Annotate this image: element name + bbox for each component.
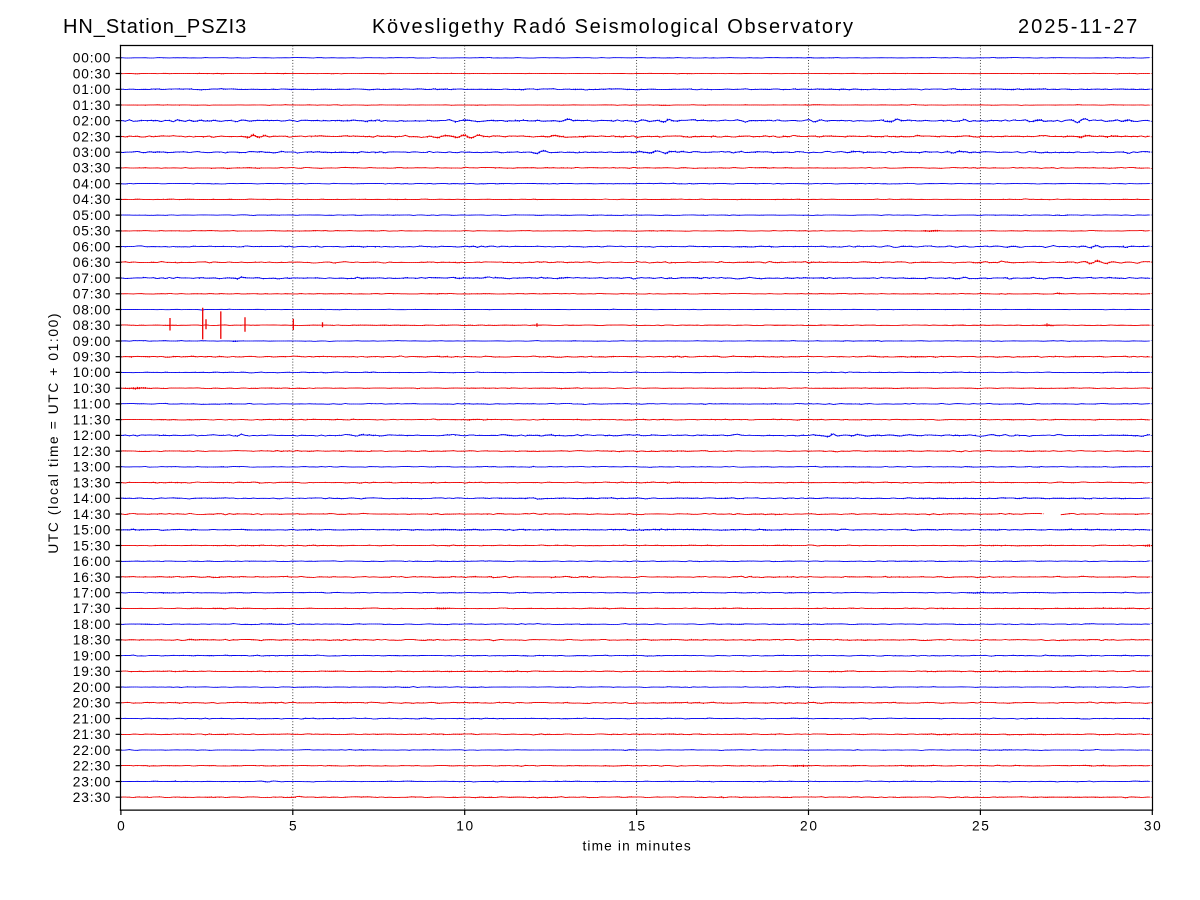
svg-text:03:30: 03:30 xyxy=(73,161,111,176)
svg-text:5: 5 xyxy=(289,819,297,834)
svg-text:0: 0 xyxy=(117,819,125,834)
svg-text:12:30: 12:30 xyxy=(73,444,111,459)
svg-text:00:30: 00:30 xyxy=(73,66,111,81)
svg-text:10: 10 xyxy=(456,819,473,834)
svg-text:06:30: 06:30 xyxy=(73,255,111,270)
svg-text:09:00: 09:00 xyxy=(73,334,111,349)
svg-text:19:30: 19:30 xyxy=(73,664,111,679)
svg-text:25: 25 xyxy=(972,819,989,834)
svg-text:02:30: 02:30 xyxy=(73,129,111,144)
svg-text:05:30: 05:30 xyxy=(73,224,111,239)
svg-text:UTC (local time = UTC + 01:00): UTC (local time = UTC + 01:00) xyxy=(46,314,61,554)
svg-text:04:00: 04:00 xyxy=(73,177,111,192)
svg-text:15:00: 15:00 xyxy=(73,523,111,538)
svg-text:19:00: 19:00 xyxy=(73,648,111,663)
svg-text:17:30: 17:30 xyxy=(73,601,111,616)
svg-text:HN_Station_PSZI3: HN_Station_PSZI3 xyxy=(63,16,246,38)
svg-text:07:00: 07:00 xyxy=(73,271,111,286)
svg-text:15: 15 xyxy=(628,819,645,834)
svg-text:22:00: 22:00 xyxy=(73,743,111,758)
svg-text:20:30: 20:30 xyxy=(73,696,111,711)
svg-text:00:00: 00:00 xyxy=(73,51,111,66)
svg-text:23:30: 23:30 xyxy=(73,790,111,805)
svg-text:13:30: 13:30 xyxy=(73,475,111,490)
svg-text:16:00: 16:00 xyxy=(73,554,111,569)
svg-text:01:30: 01:30 xyxy=(73,98,111,113)
svg-text:05:00: 05:00 xyxy=(73,208,111,223)
svg-text:04:30: 04:30 xyxy=(73,192,111,207)
svg-text:time in minutes: time in minutes xyxy=(582,838,690,853)
svg-text:08:00: 08:00 xyxy=(73,302,111,317)
svg-text:10:00: 10:00 xyxy=(73,365,111,380)
svg-text:08:30: 08:30 xyxy=(73,318,111,333)
svg-text:14:00: 14:00 xyxy=(73,491,111,506)
svg-text:23:00: 23:00 xyxy=(73,774,111,789)
svg-text:11:30: 11:30 xyxy=(73,412,111,427)
svg-text:16:30: 16:30 xyxy=(73,570,111,585)
svg-text:07:30: 07:30 xyxy=(73,287,111,302)
svg-text:12:00: 12:00 xyxy=(73,428,111,443)
svg-text:01:00: 01:00 xyxy=(73,82,111,97)
svg-text:13:00: 13:00 xyxy=(73,460,111,475)
svg-text:10:30: 10:30 xyxy=(73,381,111,396)
svg-text:06:00: 06:00 xyxy=(73,239,111,254)
svg-text:14:30: 14:30 xyxy=(73,507,111,522)
svg-text:21:00: 21:00 xyxy=(73,711,111,726)
svg-text:20: 20 xyxy=(800,819,817,834)
svg-text:03:00: 03:00 xyxy=(73,145,111,160)
svg-text:17:00: 17:00 xyxy=(73,586,111,601)
svg-text:20:00: 20:00 xyxy=(73,680,111,695)
svg-text:21:30: 21:30 xyxy=(73,727,111,742)
svg-text:02:00: 02:00 xyxy=(73,114,111,129)
svg-text:11:00: 11:00 xyxy=(73,397,111,412)
svg-text:Kövesligethy Radó Seismologica: Kövesligethy Radó Seismological Observat… xyxy=(372,16,853,38)
svg-text:09:30: 09:30 xyxy=(73,350,111,365)
svg-text:18:30: 18:30 xyxy=(73,633,111,648)
svg-text:22:30: 22:30 xyxy=(73,759,111,774)
svg-text:15:30: 15:30 xyxy=(73,538,111,553)
svg-text:30: 30 xyxy=(1144,819,1161,834)
svg-text:18:00: 18:00 xyxy=(73,617,111,632)
